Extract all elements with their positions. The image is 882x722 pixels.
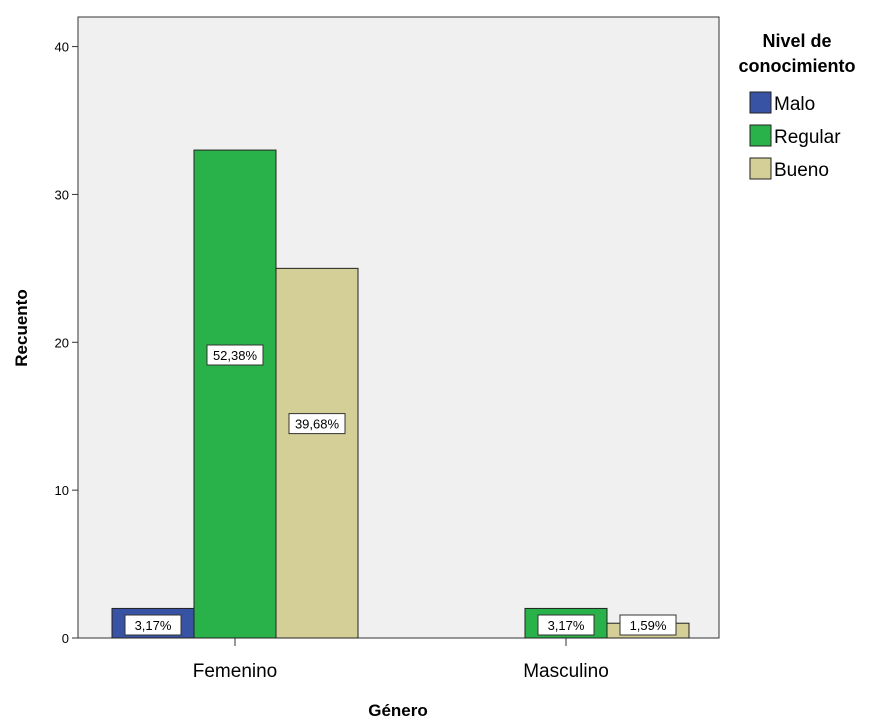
bar-bueno-femenino bbox=[275, 267, 359, 639]
y-tick-label: 10 bbox=[55, 483, 69, 498]
legend-swatch-regular bbox=[749, 124, 772, 147]
data-label: 39,68% bbox=[295, 417, 340, 432]
data-label: 3,17% bbox=[135, 618, 172, 633]
y-axis-title: Recuento bbox=[12, 289, 31, 366]
legend-title-line-1: Nivel de bbox=[762, 31, 831, 51]
data-label: 1,59% bbox=[630, 618, 667, 633]
bar-regular-femenino bbox=[193, 149, 277, 639]
y-tick-label: 20 bbox=[55, 335, 69, 350]
legend-swatch-malo bbox=[749, 91, 772, 114]
data-label-box bbox=[124, 614, 182, 636]
legend-swatch-bueno bbox=[749, 157, 772, 180]
y-tick-label: 40 bbox=[55, 40, 69, 55]
data-label-box bbox=[537, 614, 595, 636]
y-tick-label: 0 bbox=[62, 631, 69, 646]
x-category-label: Masculino bbox=[523, 661, 609, 682]
data-label-box bbox=[206, 344, 264, 366]
x-axis: Femenino Masculino bbox=[193, 638, 609, 682]
data-labels-group: 3,17% 52,38% 39,68% 3,17% 1,59% bbox=[124, 344, 677, 636]
data-label-box bbox=[288, 413, 346, 435]
y-axis: 0 10 20 30 40 bbox=[55, 40, 78, 646]
legend-title-line-2: conocimiento bbox=[738, 56, 855, 76]
x-axis-title: Género bbox=[368, 701, 428, 720]
data-label-box bbox=[619, 614, 677, 636]
plot-area bbox=[77, 16, 720, 639]
legend: Nivel de conocimiento Malo Regular Bueno bbox=[738, 31, 855, 181]
x-category-label: Femenino bbox=[193, 661, 278, 682]
data-label: 52,38% bbox=[213, 348, 258, 363]
legend-label-regular: Regular bbox=[774, 127, 841, 148]
legend-label-bueno: Bueno bbox=[774, 160, 829, 181]
legend-label-malo: Malo bbox=[774, 94, 815, 115]
y-tick-label: 30 bbox=[55, 187, 69, 202]
data-label: 3,17% bbox=[548, 618, 585, 633]
